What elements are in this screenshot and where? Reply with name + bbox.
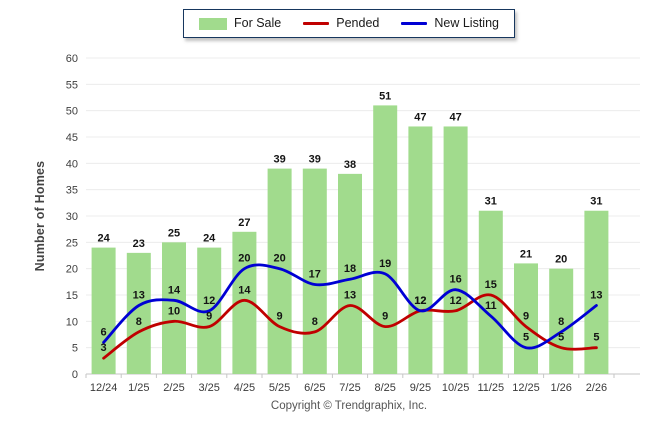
- y-tick-label: 25: [66, 237, 78, 249]
- line-value-label: 14: [168, 284, 181, 296]
- line-value-label: 8: [136, 316, 142, 328]
- line-value-label: 6: [101, 326, 107, 338]
- y-tick-label: 50: [66, 106, 78, 118]
- bar-value-label: 21: [520, 248, 532, 260]
- for-sale-swatch: [199, 17, 227, 30]
- line-value-label: 18: [344, 263, 356, 275]
- x-axis-label: 12/24: [90, 382, 118, 394]
- line-value-label: 15: [485, 279, 497, 291]
- bar-value-label: 47: [414, 111, 426, 123]
- line-value-label: 17: [309, 268, 321, 280]
- bar: [338, 173, 362, 374]
- line-value-label: 12: [203, 295, 215, 307]
- bar-value-label: 25: [168, 227, 180, 239]
- line-value-label: 8: [558, 316, 564, 328]
- legend-item-pended: Pended: [303, 17, 379, 30]
- bar-value-label: 38: [344, 159, 356, 171]
- y-tick-label: 45: [66, 132, 78, 144]
- line-value-label: 13: [344, 290, 356, 302]
- x-axis-label: 9/25: [410, 382, 431, 394]
- y-tick-label: 60: [66, 53, 78, 65]
- line-value-label: 5: [593, 332, 599, 344]
- line-value-label: 9: [523, 311, 529, 323]
- legend-label-for-sale: For Sale: [234, 16, 282, 31]
- pended-line: [102, 293, 598, 360]
- line-value-label: 12: [414, 295, 426, 307]
- x-axis-label: 10/25: [442, 382, 470, 394]
- line-value-label: 3: [101, 342, 107, 354]
- x-axis-label: 1/25: [128, 382, 149, 394]
- new-listing-line-swatch: [401, 22, 428, 25]
- y-axis-title: Number of Homes: [33, 160, 47, 272]
- line-value-label: 20: [273, 253, 285, 265]
- line-value-label: 10: [168, 305, 180, 317]
- legend-item-new-listing: New Listing: [401, 17, 499, 30]
- x-axis-label: 7/25: [339, 382, 360, 394]
- y-tick-label: 0: [72, 369, 78, 381]
- legend-item-for-sale: For Sale: [199, 17, 281, 30]
- x-axis-label: 1/26: [550, 382, 571, 394]
- pended-line-swatch: [303, 22, 330, 25]
- bar: [373, 105, 398, 375]
- new-listing-line: [102, 263, 598, 350]
- line-value-label: 13: [133, 290, 145, 302]
- bar-value-label: 24: [203, 233, 216, 245]
- bar-value-label: 31: [485, 196, 497, 208]
- x-axis-label: 3/25: [198, 382, 219, 394]
- x-axis-label: 8/25: [374, 382, 395, 394]
- line-value-label: 5: [523, 332, 529, 344]
- x-axis-label: 4/25: [234, 382, 255, 394]
- y-tick-label: 20: [66, 264, 78, 276]
- bar: [162, 242, 186, 374]
- x-axis-label: 5/25: [269, 382, 290, 394]
- line-value-label: 12: [414, 295, 426, 307]
- line-value-label: 14: [238, 284, 251, 296]
- line-value-label: 8: [312, 316, 318, 328]
- line-value-label: 13: [590, 290, 602, 302]
- x-axis-label: 2/25: [163, 382, 184, 394]
- bar-value-label: 27: [238, 217, 250, 229]
- bar: [443, 126, 468, 374]
- bar-value-label: 24: [97, 233, 110, 245]
- legend-label-new-listing: New Listing: [434, 16, 499, 31]
- line-value-label: 19: [379, 258, 391, 270]
- bar: [408, 126, 433, 374]
- bar: [549, 268, 574, 374]
- bar-value-label: 23: [133, 238, 145, 250]
- y-tick-label: 5: [72, 343, 78, 355]
- line-value-label: 20: [238, 253, 250, 265]
- legend-label-pended: Pended: [336, 16, 380, 31]
- copyright-text: Copyright © Trendgraphix, Inc.: [270, 400, 428, 412]
- x-axis-label: 2/26: [586, 382, 607, 394]
- x-axis-label: 6/25: [304, 382, 325, 394]
- legend: For Sale Pended New Listing: [183, 9, 515, 38]
- bar: [91, 247, 116, 374]
- x-axis-label: 12/25: [512, 382, 540, 394]
- line-value-label: 9: [382, 311, 388, 323]
- bar-value-label: 47: [449, 111, 461, 123]
- y-tick-label: 15: [66, 290, 78, 302]
- line-value-label: 9: [277, 311, 283, 323]
- bar: [302, 168, 327, 374]
- line-value-label: 9: [206, 311, 212, 323]
- y-tick-label: 55: [66, 79, 78, 91]
- bar-value-label: 39: [309, 154, 321, 166]
- bar-value-label: 20: [555, 254, 567, 266]
- line-value-label: 11: [485, 300, 497, 312]
- line-value-label: 16: [449, 274, 461, 286]
- y-tick-label: 35: [66, 185, 78, 197]
- bar-value-label: 39: [273, 154, 285, 166]
- bar-value-label: 31: [590, 196, 602, 208]
- x-axis-label: 11/25: [477, 382, 504, 394]
- bar-value-label: 51: [379, 90, 391, 102]
- line-value-label: 5: [558, 332, 564, 344]
- y-tick-label: 30: [66, 211, 78, 223]
- y-tick-label: 10: [66, 316, 78, 328]
- bar: [478, 210, 503, 374]
- line-value-label: 12: [449, 295, 461, 307]
- y-tick-label: 40: [66, 158, 78, 170]
